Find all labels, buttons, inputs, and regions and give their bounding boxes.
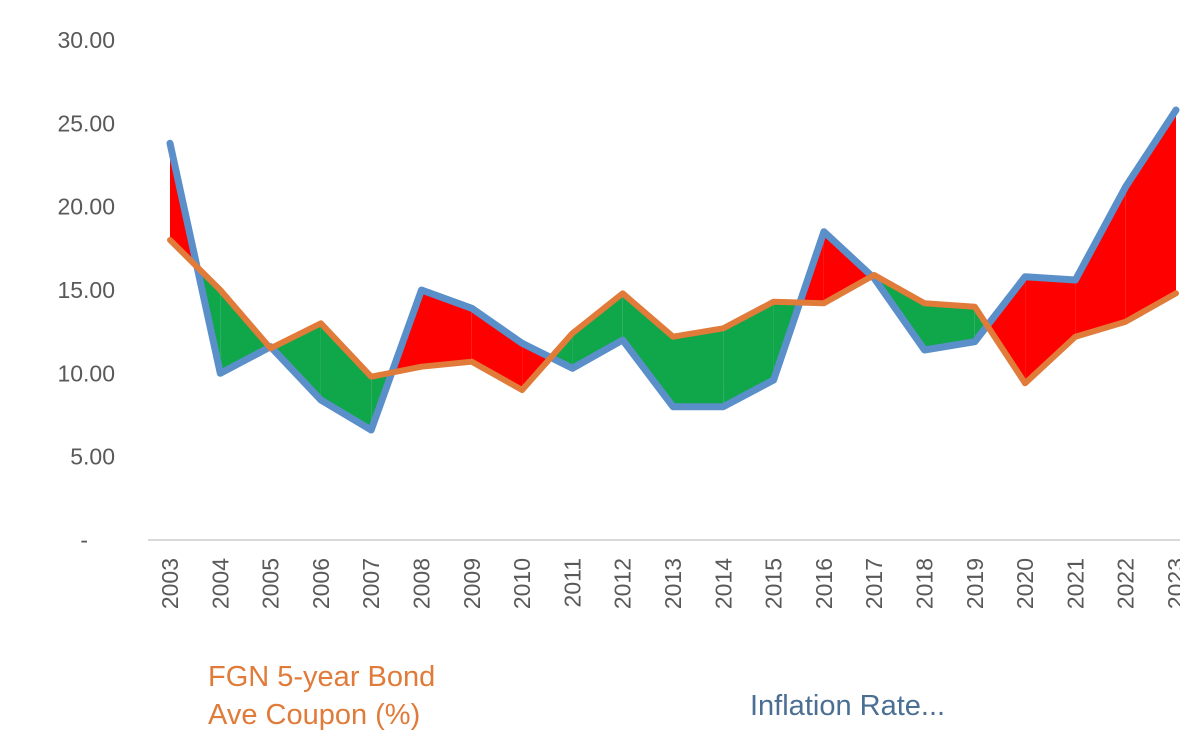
x-tick-label-2018: 2018 (912, 558, 938, 609)
fill-segment-2019-b (987, 276, 1026, 384)
x-tick-label-2016: 2016 (811, 558, 837, 609)
x-tick-label-2003: 2003 (157, 558, 183, 609)
x-tick-label-2006: 2006 (308, 558, 334, 609)
x-tick-label-2010: 2010 (509, 558, 535, 609)
series-lines (166, 106, 1180, 434)
legend-inflation-rate: Inflation Rate... (750, 690, 946, 722)
x-tick-label-2014: 2014 (710, 558, 736, 609)
y-axis-ticks: - 5.00 10.00 15.00 20.00 25.00 30.00 (57, 27, 115, 553)
fill-segment-2012 (622, 293, 673, 407)
fill-segment-2011 (572, 293, 623, 369)
x-tick-label-2012: 2012 (610, 558, 636, 609)
x-tick-label-2017: 2017 (861, 558, 887, 609)
x-tick-label-2005: 2005 (258, 558, 284, 609)
fill-segment-2022 (1125, 110, 1176, 322)
x-tick-label-2020: 2020 (1012, 558, 1038, 609)
fill-segment-2013 (673, 328, 724, 407)
x-tick-label-2011: 2011 (559, 558, 585, 607)
fill-segment-2016 (823, 231, 872, 304)
x-tick-label-2022: 2022 (1113, 558, 1139, 609)
x-axis-ticks: 2003 2004 2005 2006 2007 2008 2009 2010 2011 2012… (157, 558, 1180, 609)
y-tick-label: 15.00 (57, 277, 115, 303)
x-tick-label-2013: 2013 (660, 558, 686, 609)
x-tick-label-2021: 2021 (1062, 558, 1088, 609)
x-tick-label-2004: 2004 (207, 558, 233, 609)
x-tick-label-2015: 2015 (761, 558, 787, 609)
legend-bond-coupon: FGN 5-year Bond Ave Coupon (%) (208, 658, 508, 734)
y-tick-label: 10.00 (57, 360, 115, 386)
fill-segment-2014 (723, 301, 774, 407)
fill-segment-2009 (471, 308, 523, 390)
legend-bond-line1: FGN 5-year Bond (208, 661, 436, 693)
x-tick-label-2019: 2019 (962, 558, 988, 609)
x-tick-label-2009: 2009 (459, 558, 485, 609)
x-tick-label-2007: 2007 (358, 558, 384, 609)
legend-bond-line2: Ave Coupon (%) (208, 699, 421, 731)
y-tick-label: 30.00 (57, 27, 115, 53)
y-tick-label: 25.00 (57, 110, 115, 136)
y-tick-label: - (80, 527, 88, 553)
x-tick-label-2008: 2008 (409, 558, 435, 609)
y-tick-label: 20.00 (57, 194, 115, 220)
fill-segment-2020 (1025, 276, 1076, 384)
fill-segment-2021 (1075, 186, 1126, 337)
fill-segment-2006 (320, 323, 372, 430)
fill-segment-2018 (924, 303, 975, 350)
y-tick-label: 5.00 (70, 444, 115, 470)
x-tick-label-2023: 2023 (1163, 558, 1180, 609)
fill-segment-2008 (421, 290, 472, 367)
